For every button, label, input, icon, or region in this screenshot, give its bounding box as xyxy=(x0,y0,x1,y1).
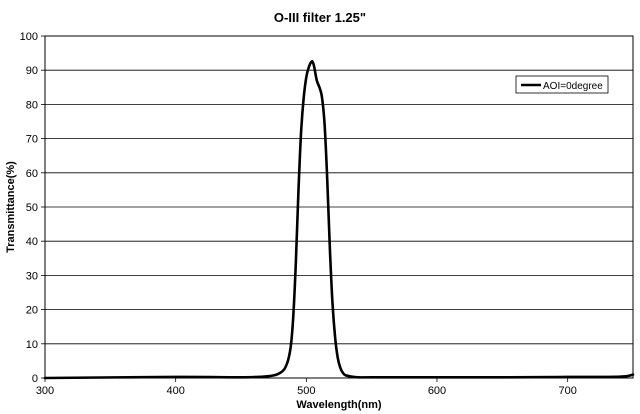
y-tick-label: 60 xyxy=(26,168,38,180)
x-tick-label: 700 xyxy=(558,385,576,397)
x-tick-label: 500 xyxy=(297,385,315,397)
y-tick-label: 30 xyxy=(26,270,38,282)
y-tick-label: 50 xyxy=(26,202,38,214)
x-axis-label: Wavelength(nm) xyxy=(296,399,381,411)
grid-layer xyxy=(45,69,633,345)
x-tick-label: 600 xyxy=(428,385,446,397)
y-axis-label: Transmittance(%) xyxy=(5,161,17,253)
x-tick-label: 300 xyxy=(36,385,54,397)
x-tick-label: 400 xyxy=(166,385,184,397)
legend-label: AOI=0degree xyxy=(543,81,603,92)
y-tick-label: 20 xyxy=(26,305,38,317)
legend-box xyxy=(515,75,609,94)
legend: AOI=0degree xyxy=(515,75,609,94)
y-tick-label: 90 xyxy=(26,65,38,77)
series-line xyxy=(43,59,635,380)
y-tick-label: 80 xyxy=(26,99,38,111)
chart-title: O-III filter 1.25" xyxy=(274,10,366,25)
tick-layer: 0 10 20 30 40 50 60 70 80 90 100 300 400 500 600 700 xyxy=(20,31,577,397)
y-tick-label: 0 xyxy=(32,373,38,385)
y-tick-label: 40 xyxy=(26,236,38,248)
y-tick-label: 100 xyxy=(20,31,38,43)
y-tick-label: 10 xyxy=(26,339,38,351)
y-tick-label: 70 xyxy=(26,134,38,146)
